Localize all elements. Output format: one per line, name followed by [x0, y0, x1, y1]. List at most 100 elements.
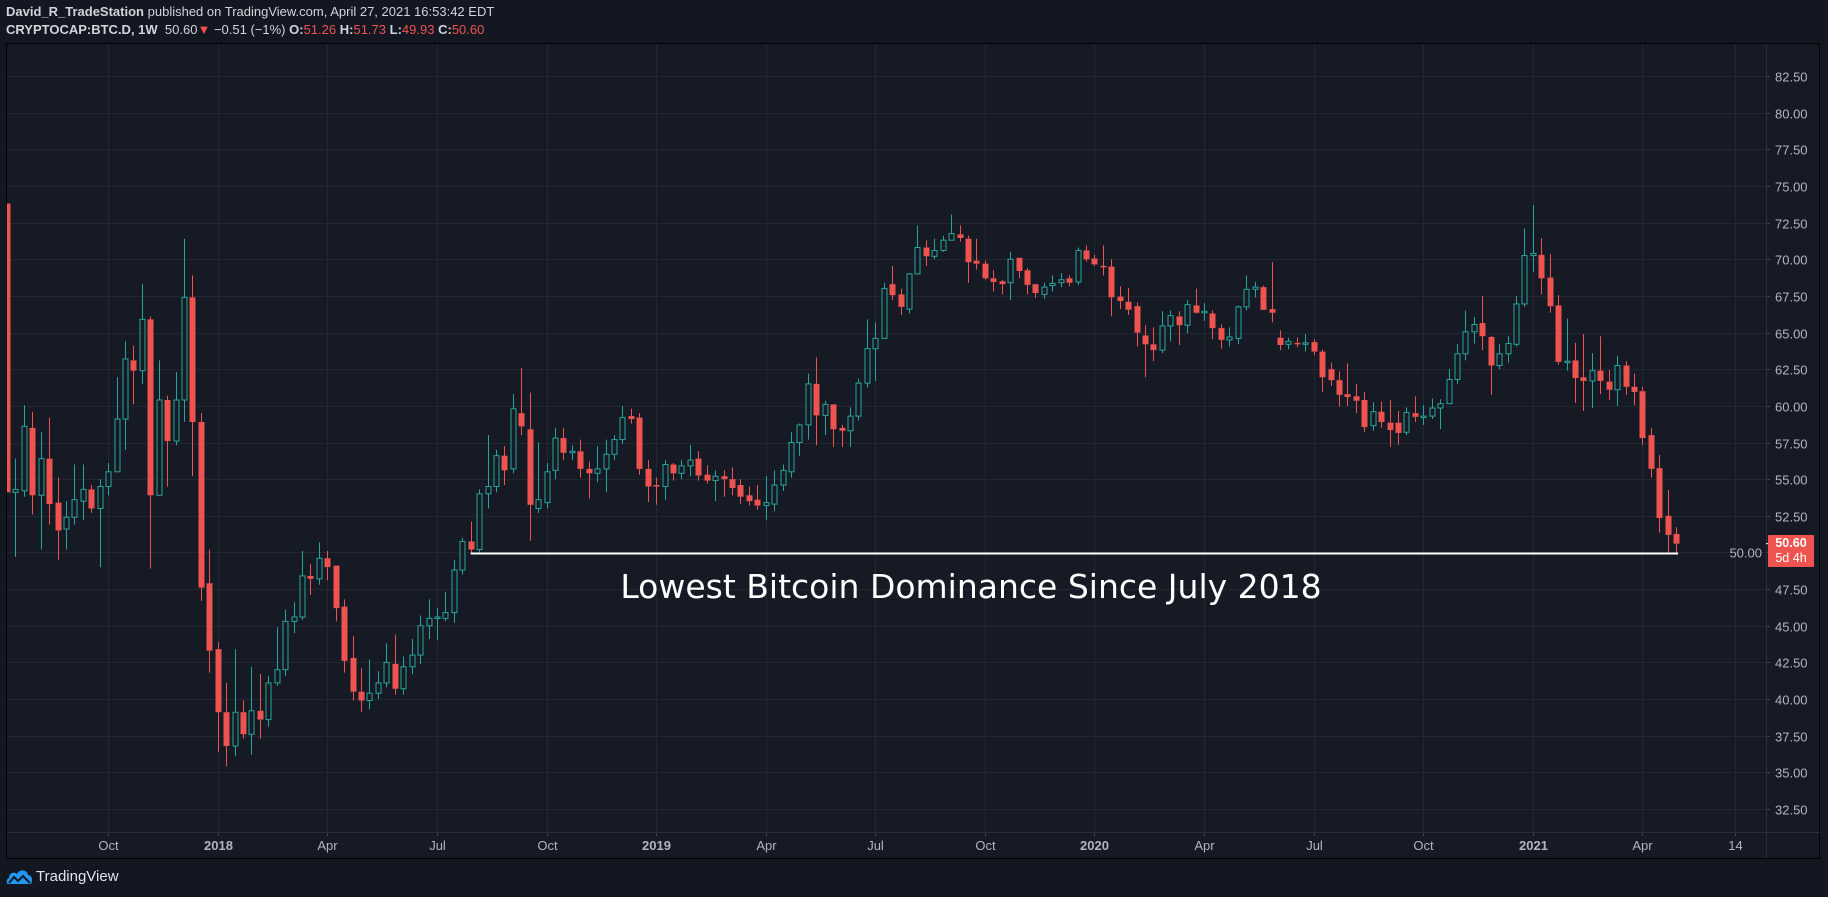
low-label: L: — [389, 22, 402, 37]
open-label: O: — [289, 22, 304, 37]
candle-up — [366, 692, 373, 702]
candle-up — [232, 711, 239, 747]
candle-down — [1547, 277, 1554, 307]
y-tick-label: 77.50 — [1775, 142, 1808, 157]
candle-up — [931, 249, 938, 257]
y-tick-label: 47.50 — [1775, 582, 1808, 597]
author-name[interactable]: David_R_TradeStation — [6, 4, 144, 19]
candle-up — [1058, 279, 1065, 284]
candle-up — [619, 417, 626, 441]
candle-up — [1370, 411, 1377, 427]
candle-down — [341, 606, 348, 661]
candle-down — [1294, 342, 1301, 345]
symbol-name: CRYPTOCAP:BTC.D, 1W — [6, 22, 158, 37]
x-tick-label: Apr — [317, 838, 338, 853]
candle-down — [1378, 411, 1385, 422]
y-tick-label: 35.00 — [1775, 765, 1808, 780]
publish-info: David_R_TradeStation published on Tradin… — [6, 4, 494, 20]
candle-up — [948, 233, 955, 241]
chart-area[interactable] — [6, 43, 1820, 859]
x-tick-label: Jul — [867, 838, 884, 853]
y-tick-label: 37.50 — [1775, 729, 1808, 744]
candle-down — [1344, 394, 1351, 398]
candle-down — [923, 247, 930, 257]
candle-up — [1041, 286, 1048, 295]
candle-up — [1302, 342, 1309, 345]
last-price: 50.60 — [164, 22, 198, 37]
candle-down — [1066, 278, 1073, 283]
candle-down — [1606, 381, 1613, 390]
candle-down — [1361, 399, 1368, 428]
candle-up — [265, 682, 272, 721]
tradingview-logo[interactable]: TradingView — [6, 868, 119, 885]
candle-up — [1496, 353, 1503, 367]
candle-down — [1134, 306, 1141, 333]
y-tick-label: 45.00 — [1775, 619, 1808, 634]
candle-down — [1353, 396, 1360, 401]
candle-up — [611, 439, 618, 455]
candle-up — [872, 337, 879, 350]
candle-up — [881, 288, 888, 339]
published-text: published on TradingView.com, April 27, … — [147, 4, 495, 19]
candle-up — [662, 463, 669, 487]
candle-up — [114, 418, 121, 473]
candle-up — [139, 318, 146, 372]
candle-down — [7, 203, 11, 493]
candle-down — [839, 427, 846, 431]
x-tick-label: Oct — [975, 838, 996, 853]
candle-up — [1243, 288, 1250, 308]
candle-down — [206, 583, 213, 651]
x-tick-label: Oct — [1413, 838, 1434, 853]
candle-down — [147, 319, 154, 496]
x-tick-label: Jul — [429, 838, 446, 853]
y-tick-label: 60.00 — [1775, 399, 1808, 414]
candle-up — [291, 616, 298, 622]
candle-down — [670, 464, 677, 474]
y-tick-label: 80.00 — [1775, 106, 1808, 121]
candle-up — [442, 612, 449, 619]
candle-up — [417, 625, 424, 656]
x-tick-label: 2021 — [1519, 838, 1548, 853]
candle-up — [181, 296, 188, 401]
candle-down — [721, 476, 728, 480]
candle-up — [476, 493, 483, 551]
candle-up — [21, 425, 28, 492]
x-tick-label: 14 — [1728, 838, 1743, 853]
candle-up — [1454, 353, 1461, 380]
y-tick-label: 70.00 — [1775, 252, 1808, 267]
candle-down — [1319, 351, 1326, 378]
x-tick-label: Jul — [1306, 838, 1323, 853]
x-tick-label: Oct — [537, 838, 558, 853]
candle-down — [645, 468, 652, 487]
candle-up — [569, 450, 576, 454]
candle-down — [223, 712, 230, 746]
candle-down — [1479, 323, 1486, 337]
candle-down — [392, 663, 399, 689]
high-label: H: — [339, 22, 354, 37]
candle-up — [687, 459, 694, 467]
candle-down — [1673, 533, 1680, 544]
candle-up — [822, 403, 829, 416]
x-tick-label: 2018 — [204, 838, 233, 853]
candle-down — [889, 284, 896, 296]
candle-up — [375, 682, 382, 694]
candle-up — [105, 471, 112, 487]
candle-down — [324, 558, 331, 568]
candle-down — [586, 468, 593, 474]
candle-up — [1226, 336, 1233, 341]
candle-down — [1083, 250, 1090, 260]
symbol-legend: CRYPTOCAP:BTC.D, 1W 50.60▼ −0.51 (−1%) O… — [6, 22, 484, 38]
candle-down — [1336, 380, 1343, 395]
candle-down — [1277, 337, 1284, 346]
candle-down — [1176, 316, 1183, 326]
candle-up — [1285, 340, 1292, 345]
candle-down — [704, 474, 711, 481]
candle-up — [383, 661, 390, 684]
candle-up — [1521, 255, 1528, 305]
candle-down — [350, 658, 357, 692]
candle-up — [1614, 365, 1621, 391]
candle-up — [173, 399, 180, 442]
candle-down — [1218, 328, 1225, 340]
candle-up — [788, 442, 795, 473]
